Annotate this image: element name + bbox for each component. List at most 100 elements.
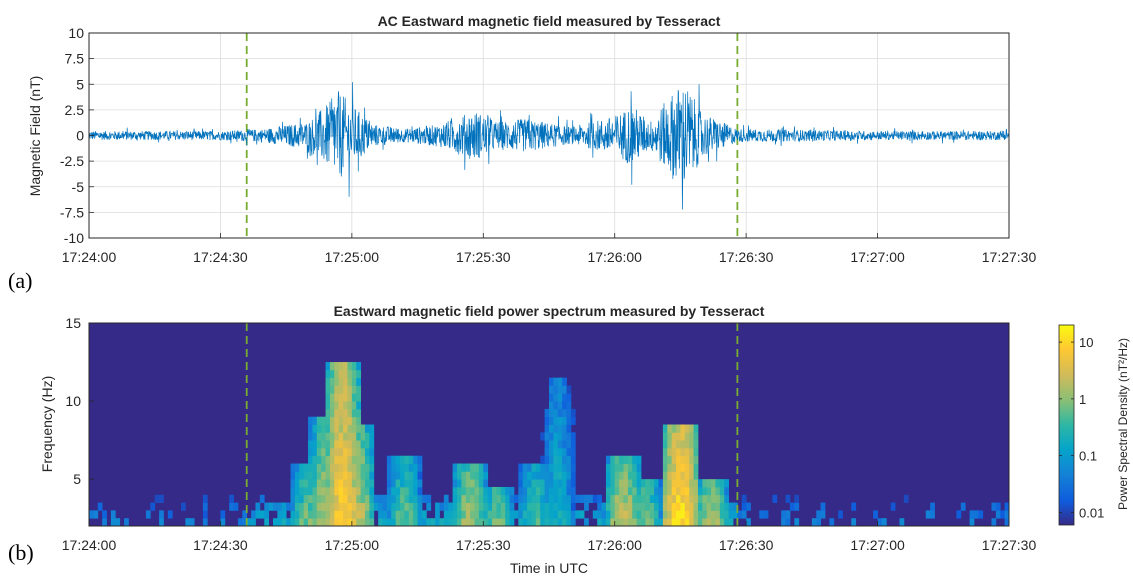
chart-b-xtick-label: 17:26:00	[587, 537, 642, 553]
heatmap-cell	[851, 502, 857, 511]
heatmap-cell	[496, 518, 502, 526]
heatmap-cell	[566, 408, 572, 418]
heatmap-cell	[522, 494, 528, 503]
heatmap-cell	[417, 494, 423, 503]
heatmap-cell	[338, 393, 344, 402]
heatmap-cell	[316, 463, 322, 472]
heatmap-cell	[413, 518, 418, 526]
heatmap-cell	[448, 518, 454, 526]
heatmap-cell	[566, 424, 572, 433]
heatmap-cell	[400, 471, 405, 480]
heatmap-cell	[465, 471, 471, 480]
heatmap-cell	[684, 479, 690, 488]
heatmap-cell	[610, 502, 616, 511]
heatmap-cell	[566, 455, 572, 464]
heatmap-cell	[794, 518, 800, 526]
heatmap-cell	[785, 510, 791, 519]
heatmap-cell	[351, 408, 357, 418]
heatmap-cell	[925, 510, 931, 519]
heatmap-cell	[343, 401, 348, 410]
heatmap-cell	[724, 486, 730, 496]
heatmap-cell	[478, 518, 484, 526]
heatmap-cell	[343, 385, 348, 394]
heatmap-cell	[658, 479, 664, 488]
heatmap-cell	[693, 471, 699, 480]
heatmap-cell	[662, 479, 668, 488]
heatmap-cell	[329, 463, 335, 472]
heatmap-cell	[522, 471, 528, 480]
chart-b-ytick-label: 15	[65, 315, 81, 331]
heatmap-cell	[689, 432, 694, 441]
heatmap-cell	[246, 518, 252, 526]
heatmap-cell	[737, 510, 743, 519]
heatmap-cell	[347, 502, 353, 511]
heatmap-cell	[890, 502, 896, 511]
heatmap-cell	[435, 518, 440, 526]
heatmap-cell	[329, 362, 335, 371]
heatmap-cell	[360, 432, 366, 441]
heatmap-cell	[706, 479, 712, 488]
heatmap-cell	[483, 479, 489, 488]
heatmap-cell	[566, 385, 572, 394]
heatmap-cell	[711, 502, 716, 511]
heatmap-cell	[334, 510, 340, 519]
heatmap-cell	[680, 510, 686, 519]
heatmap-cell	[294, 510, 300, 519]
heatmap-cell	[505, 510, 510, 519]
heatmap-cell	[338, 377, 344, 386]
heatmap-cell	[623, 518, 629, 526]
heatmap-cell	[395, 486, 401, 496]
heatmap-cell	[605, 502, 611, 511]
heatmap-cell	[395, 463, 401, 472]
heatmap-cell	[338, 362, 344, 371]
heatmap-cell	[356, 502, 362, 511]
heatmap-cell	[553, 393, 559, 402]
heatmap-cell	[347, 440, 353, 449]
heatmap-cell	[702, 494, 708, 503]
heatmap-cell	[334, 385, 340, 394]
heatmap-cell	[343, 502, 348, 511]
heatmap-cell	[312, 502, 318, 511]
heatmap-cell	[334, 463, 340, 472]
heatmap-cell	[527, 479, 532, 488]
heatmap-cell	[391, 479, 397, 488]
heatmap-cell	[452, 479, 458, 488]
heatmap-cell	[312, 440, 318, 449]
heatmap-cell	[553, 416, 559, 425]
heatmap-cell	[527, 510, 532, 519]
heatmap-cell	[273, 518, 278, 526]
heatmap-cell	[386, 463, 392, 472]
heatmap-cell	[351, 369, 357, 379]
heatmap-cell	[544, 471, 550, 480]
heatmap-cell	[570, 494, 576, 503]
heatmap-cell	[820, 502, 826, 511]
heatmap-cell	[689, 447, 694, 457]
heatmap-cell	[969, 510, 975, 519]
heatmap-cell	[386, 486, 392, 496]
heatmap-cell	[518, 486, 524, 496]
heatmap-cell	[347, 510, 353, 519]
colorbar	[1059, 325, 1074, 525]
heatmap-cell	[549, 471, 554, 480]
heatmap-cell	[794, 494, 800, 503]
heatmap-cell	[303, 510, 309, 519]
heatmap-cell	[570, 455, 576, 464]
heatmap-cell	[369, 424, 375, 433]
heatmap-cell	[316, 471, 322, 480]
heatmap-cell	[159, 494, 164, 503]
heatmap-cell	[509, 502, 515, 511]
heatmap-cell	[316, 440, 322, 449]
heatmap-cell	[343, 424, 348, 433]
heatmap-cell	[365, 440, 370, 449]
heatmap-cell	[995, 502, 1001, 511]
heatmap-cell	[408, 502, 414, 511]
heatmap-cell	[251, 510, 256, 519]
heatmap-cell	[400, 463, 405, 472]
heatmap-cell	[343, 471, 348, 480]
heatmap-cell	[794, 502, 800, 511]
panel-label-b: (b)	[8, 540, 34, 565]
heatmap-cell	[553, 408, 559, 418]
heatmap-cell	[356, 401, 362, 410]
heatmap-cell	[290, 479, 296, 488]
chart-a-series-line	[89, 82, 1009, 210]
